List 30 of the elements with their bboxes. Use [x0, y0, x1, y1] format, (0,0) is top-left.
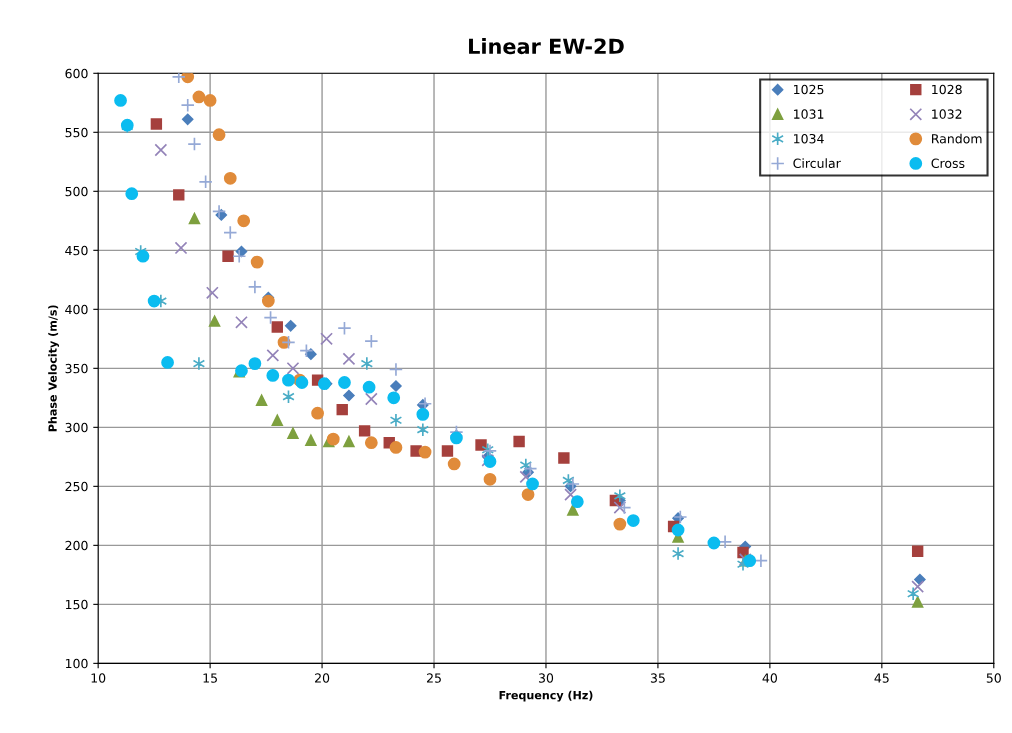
y-tick-label: 300 — [65, 422, 88, 433]
legend-label: 1032 — [932, 109, 962, 119]
x-tick-label: 25 — [426, 673, 441, 683]
x-tick-label: 45 — [874, 673, 889, 683]
y-tick-label: 600 — [65, 68, 88, 79]
legend-label: 1028 — [932, 84, 962, 95]
y-tick-label: 400 — [65, 304, 88, 315]
y-tick-label: 350 — [65, 363, 88, 374]
y-axis-title: Phase Velocity (m/s) — [48, 305, 60, 432]
legend-label: Circular — [793, 158, 841, 169]
x-tick-label: 20 — [315, 673, 330, 683]
x-tick-label: 50 — [986, 673, 1001, 683]
x-tick-label: 10 — [91, 673, 106, 683]
y-tick-label: 550 — [65, 127, 88, 138]
y-tick-label: 500 — [65, 186, 88, 197]
x-tick-label: 35 — [650, 673, 665, 683]
x-tick-label: 40 — [762, 673, 777, 683]
y-tick-label: 450 — [65, 245, 88, 256]
chart-title: Linear EW-2D — [469, 38, 624, 55]
y-tick-label: 250 — [65, 481, 88, 492]
legend-label: Random — [932, 133, 982, 144]
y-tick-label: 150 — [65, 599, 88, 610]
y-tick-label: 100 — [65, 658, 88, 669]
legend-label: 1031 — [794, 109, 824, 119]
x-axis-title: Frequency (Hz) — [499, 690, 593, 702]
x-tick-label: 15 — [203, 673, 217, 683]
legend-label: Cross — [931, 158, 965, 169]
x-tick-label: 30 — [538, 673, 554, 683]
y-tick-label: 200 — [65, 540, 88, 551]
legend-label: 1025 — [794, 84, 824, 95]
